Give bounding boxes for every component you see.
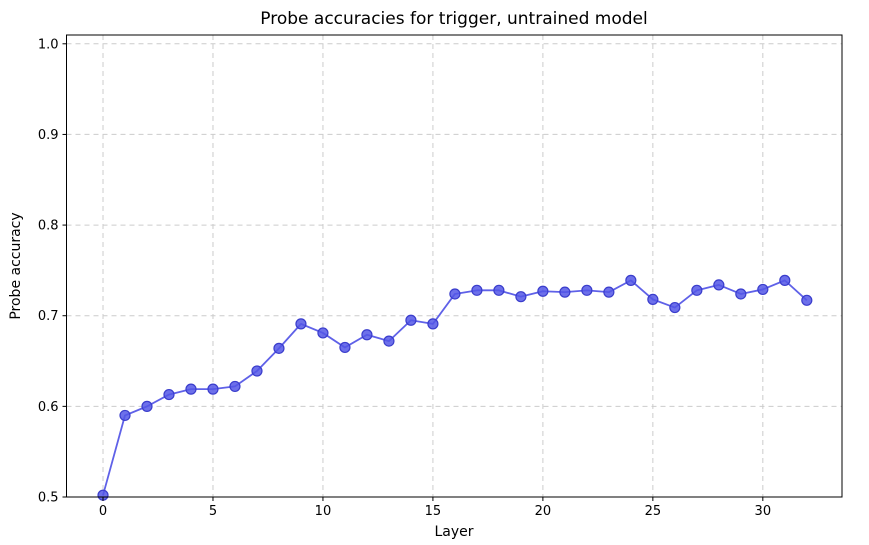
x-tick-label: 20: [535, 504, 552, 519]
data-point-marker: [163, 388, 175, 401]
x-axis-label: Layer: [434, 524, 473, 540]
data-point-marker: [141, 400, 153, 412]
data-point-marker: [493, 284, 505, 296]
data-point-marker: [251, 365, 263, 377]
y-tick-label: 0.8: [38, 219, 59, 234]
data-point-marker: [801, 294, 813, 306]
data-series: [97, 274, 813, 501]
data-point-marker: [273, 342, 285, 354]
y-axis-label: Probe accuracy: [8, 212, 24, 319]
y-tick-label: 0.9: [38, 128, 59, 143]
data-point-marker: [339, 341, 351, 354]
data-point-marker: [449, 288, 461, 300]
x-tick-label: 0: [99, 504, 107, 519]
y-tick-label: 0.5: [38, 491, 59, 506]
data-point-marker: [515, 291, 527, 303]
data-point-marker: [581, 284, 593, 296]
data-point-marker: [757, 283, 769, 296]
x-tick-label: 5: [209, 504, 217, 519]
y-tick-label: 0.7: [38, 309, 59, 324]
plot-border: [66, 34, 843, 498]
data-point-marker: [625, 274, 637, 286]
grid-lines: [66, 35, 842, 498]
data-point-marker: [229, 380, 241, 393]
data-point-marker: [559, 286, 571, 298]
x-tick-label: 15: [425, 504, 442, 519]
data-point-marker: [185, 383, 197, 395]
data-point-marker: [691, 284, 703, 296]
data-point-marker: [427, 318, 439, 330]
data-point-marker: [735, 288, 747, 300]
x-tick-label: 30: [755, 504, 772, 519]
data-point-marker: [207, 383, 219, 395]
data-point-marker: [471, 284, 483, 296]
data-point-marker: [119, 409, 131, 422]
axis-ticks: 0 5 10 15 20 25 30 0.5 0.6 0.7 0.8 0.9 1.0: [38, 37, 771, 519]
data-point-marker: [669, 301, 681, 314]
data-point-marker: [361, 329, 373, 341]
data-point-marker: [647, 293, 659, 306]
x-tick-label: 10: [315, 504, 332, 519]
data-point-marker: [317, 327, 329, 339]
data-point-marker: [537, 285, 549, 297]
data-point-marker: [405, 314, 417, 326]
data-point-marker: [779, 274, 791, 286]
chart-title: Probe accuracies for trigger, untrained …: [260, 9, 647, 29]
data-point-marker: [713, 279, 725, 291]
data-point-marker: [603, 286, 615, 298]
x-tick-label: 25: [645, 504, 662, 519]
data-point-marker: [295, 318, 307, 330]
y-tick-label: 1.0: [38, 37, 59, 52]
y-tick-label: 0.6: [38, 400, 59, 415]
data-point-marker: [383, 335, 395, 347]
